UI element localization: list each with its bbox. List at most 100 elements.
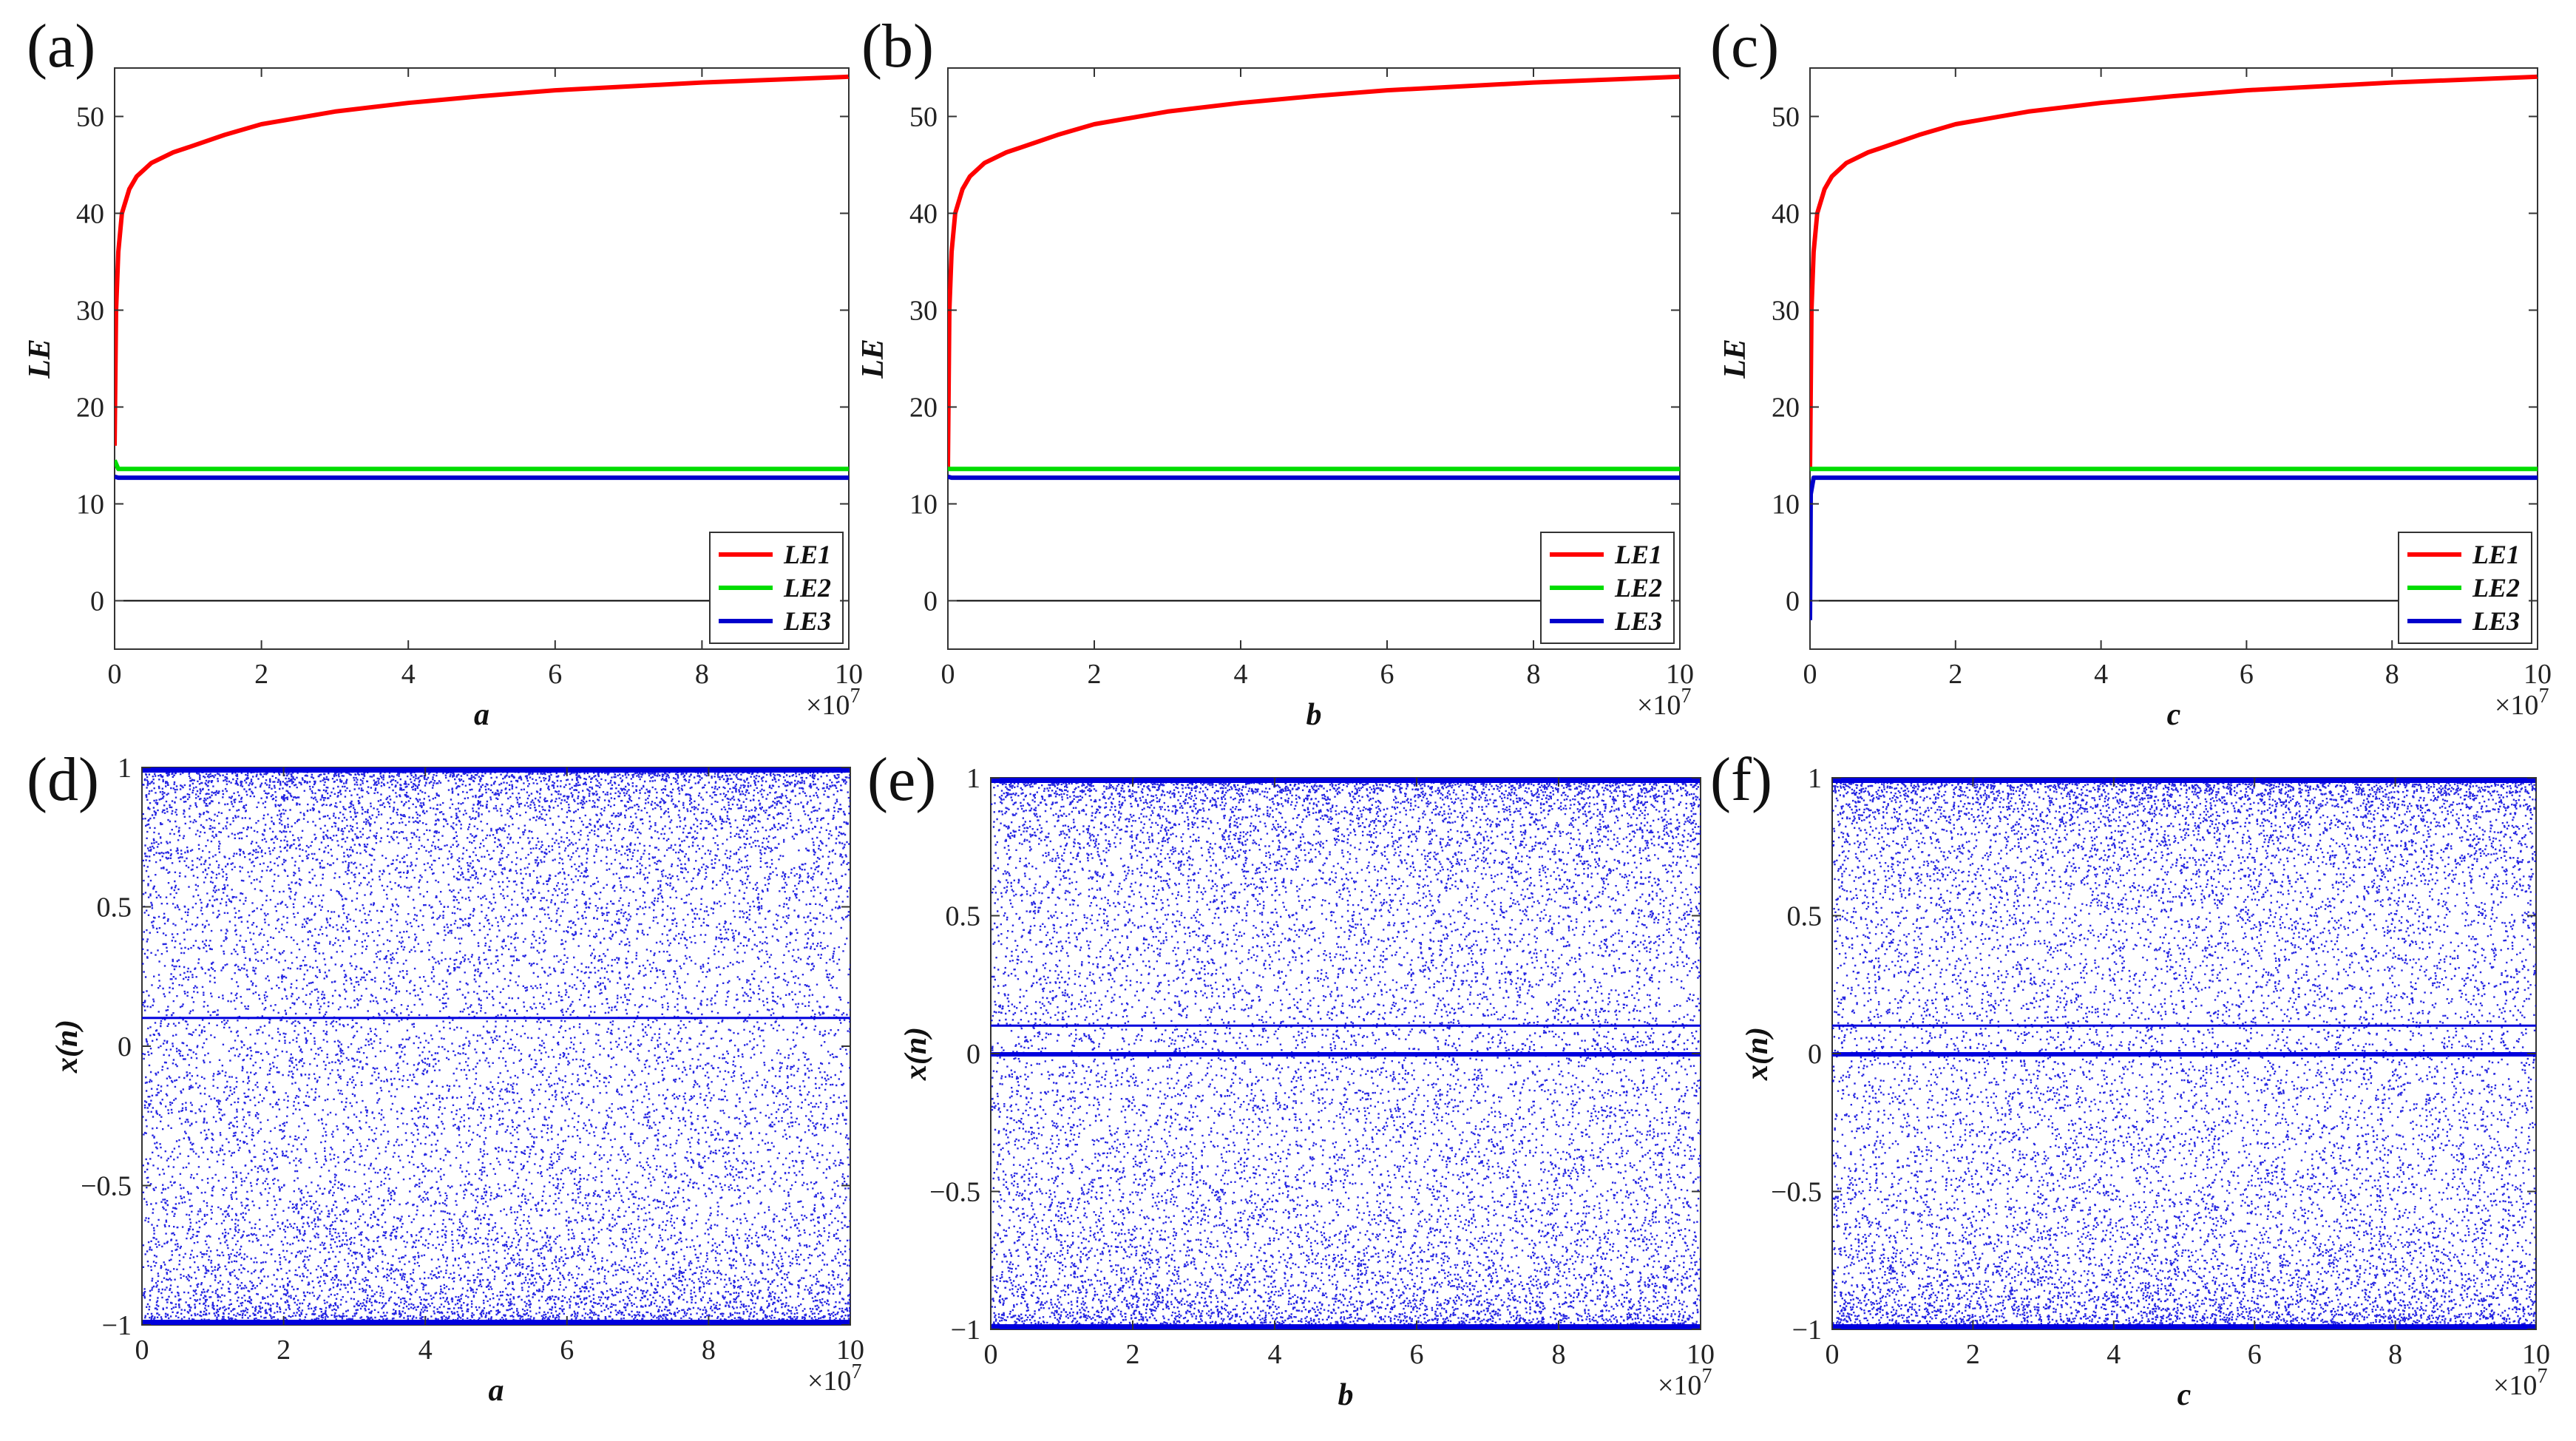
x-tick-label: 2 [1948,659,1962,690]
y-tick-label: 20 [1772,393,1800,424]
x-tick-label: 0 [1826,1339,1840,1370]
x-tick-label: 6 [2240,659,2254,690]
series-le3 [1810,475,2538,620]
legend-label-le3: LE3 [1614,606,1662,636]
x-tick-label: 8 [1552,1339,1566,1370]
plot-area [115,74,849,602]
y-tick-label: 0.5 [1787,901,1823,932]
scatter-band [991,1024,1701,1027]
x-multiplier: ×107 [1637,685,1691,721]
y-tick-label: 20 [76,393,104,424]
panel-f: (f) 0 2 4 6 8 10 −1 −0.5 0 0.5 1 c x(n) ×107 [1710,745,2550,1412]
y-tick-label: 0 [1808,1039,1822,1070]
x-tick-label: 6 [2248,1339,2262,1370]
x-tick-label: 2 [277,1335,291,1366]
y-tick-label: −0.5 [1771,1177,1822,1208]
x-multiplier: ×107 [2495,685,2549,721]
y-tick-label: 40 [76,199,104,230]
y-tick-label: 1 [1808,763,1822,794]
scatter-band [1832,1024,2536,1027]
legend-label-le2: LE2 [2472,573,2520,603]
y-axis-label: LE [23,339,57,379]
x-axis-label: b [1306,698,1322,732]
legend-label-le1: LE1 [2472,540,2520,569]
y-axis-label: x(n) [1741,1027,1775,1081]
scatter-edge-top [1832,778,2536,783]
x-tick-label: 10 [2522,1339,2550,1370]
x-tick-label: 2 [1088,659,1102,690]
y-tick-label: −1 [951,1315,980,1346]
x-tick-label: 10 [835,659,863,690]
legend-box [2398,532,2532,644]
panel-label: (a) [27,12,95,81]
x-tick-label: 8 [2385,659,2399,690]
legend-label-le1: LE1 [783,540,831,569]
y-tick-label: −0.5 [929,1177,980,1208]
y-axis-label: x(n) [50,1020,84,1074]
series-le2 [115,459,849,472]
x-multiplier: ×107 [2493,1365,2547,1401]
panel-label: (c) [1710,12,1779,81]
y-tick-label: −0.5 [81,1171,132,1202]
scatter-band [991,1052,1701,1057]
x-tick-label: 10 [1687,1339,1715,1370]
x-tick-label: 2 [254,659,268,690]
plot-area [991,778,1701,1329]
scatter-points [1832,778,2536,1329]
x-tick-label: 8 [2388,1339,2402,1370]
x-tick-label: 6 [1410,1339,1424,1370]
legend-box [709,532,844,644]
scatter-edge-bottom [1832,1324,2536,1329]
x-tick-label: 4 [401,659,416,690]
y-tick-label: 10 [1772,489,1800,521]
scatter-band [142,1017,850,1020]
series-le1 [1810,74,2538,470]
series-le1 [115,74,849,446]
y-tick-label: 40 [909,199,938,230]
x-axis-label: a [474,698,489,732]
x-tick-label: 0 [984,1339,998,1370]
plot-area [1832,778,2536,1329]
x-tick-label: 4 [2094,659,2108,690]
legend-label-le2: LE2 [783,573,831,603]
panel-label: (f) [1710,745,1772,814]
x-multiplier: ×107 [806,685,860,721]
scatter-edge-top [991,778,1701,783]
y-tick-label: 0 [1786,586,1800,617]
panel-e: (e) 0 2 4 6 8 10 −1 −0.5 0 0.5 1 b x(n) ×107 [867,745,1715,1412]
legend-label-le1: LE1 [1614,540,1662,569]
scatter-points [142,767,850,1325]
x-tick-label: 8 [702,1335,716,1366]
y-tick-label: 0 [90,586,104,617]
x-tick-label: 4 [2106,1339,2121,1370]
series-le1 [948,74,1680,470]
y-tick-label: 0.5 [946,901,981,932]
x-axis-label: c [2167,698,2181,732]
x-tick-label: 4 [418,1335,433,1366]
scatter-band [1832,1052,2536,1057]
x-tick-label: 0 [1803,659,1817,690]
y-tick-label: 40 [1772,199,1800,230]
y-tick-label: 20 [909,393,938,424]
y-axis-label: LE [1718,339,1752,379]
scatter-points [991,778,1701,1329]
y-tick-label: 1 [966,763,980,794]
x-tick-label: 8 [1527,659,1541,690]
x-tick-label: 10 [2524,659,2552,690]
y-tick-label: 10 [909,489,938,521]
x-tick-label: 6 [1380,659,1394,690]
y-axis-label: LE [856,339,890,379]
scatter-edge-bottom [142,1320,850,1325]
x-tick-label: 0 [135,1335,149,1366]
x-tick-label: 4 [1268,1339,1282,1370]
x-tick-label: 6 [560,1335,574,1366]
y-tick-label: 50 [1772,102,1800,133]
x-axis-label: b [1338,1378,1354,1412]
legend-label-le3: LE3 [783,606,831,636]
y-tick-label: 10 [76,489,104,521]
x-axis-label: a [489,1374,504,1408]
